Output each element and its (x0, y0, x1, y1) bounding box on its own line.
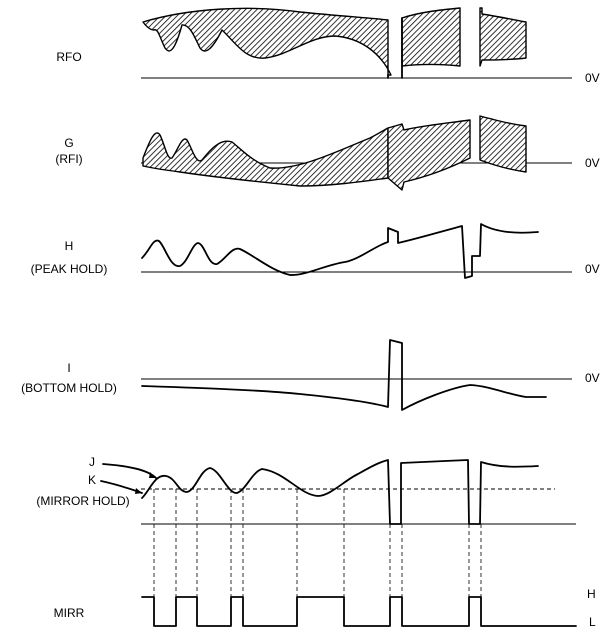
rfo-envelope-b (401, 7, 461, 67)
i-zero-label: 0V (585, 371, 600, 385)
i-label: I (67, 361, 70, 375)
rfo-zero-label: 0V (585, 71, 600, 85)
g-envelope-c (479, 115, 527, 173)
i-waveform (141, 339, 547, 411)
mirror-hold-trace (100, 459, 576, 525)
rfo-envelope-a (142, 7, 392, 76)
rfo-label: RFO (56, 50, 81, 64)
k-pointer-arrowhead (135, 488, 142, 494)
g-zero-label: 0V (585, 156, 600, 170)
timing-guides (153, 489, 482, 597)
g-sublabel: (RFI) (55, 152, 82, 166)
g-label: G (64, 136, 73, 150)
k-label: K (88, 473, 96, 487)
j-waveform (141, 459, 539, 525)
i-trace (141, 339, 572, 411)
g-trace (141, 115, 572, 191)
mirr-waveform (141, 596, 577, 627)
mirr-label: MIRR (54, 606, 85, 620)
h-trace (141, 223, 572, 279)
h-zero-label: 0V (585, 262, 600, 276)
j-label: J (89, 455, 95, 469)
g-envelope-b (387, 119, 471, 191)
rfo-envelope-c (479, 7, 527, 67)
rfo-trace (141, 7, 572, 79)
g-envelope-a (142, 127, 389, 187)
h-label: H (65, 239, 74, 253)
mirr-trace (141, 596, 577, 627)
i-sublabel: (BOTTOM HOLD) (21, 381, 117, 395)
h-sublabel: (PEAK HOLD) (31, 262, 108, 276)
mirror-hold-label: (MIRROR HOLD) (36, 494, 129, 508)
j-pointer-arrowhead (149, 472, 156, 478)
mirr-low-label: L (589, 615, 596, 629)
mirr-high-label: H (587, 587, 596, 601)
j-pointer (102, 463, 157, 479)
h-waveform (141, 223, 539, 279)
